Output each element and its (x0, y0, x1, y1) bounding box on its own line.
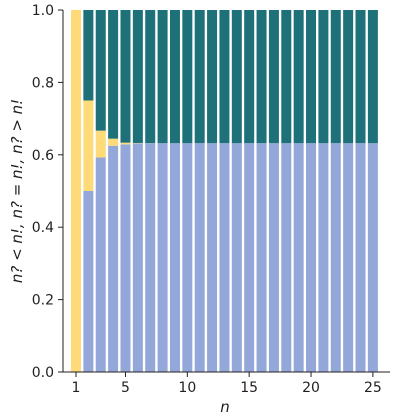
bar-less-n18 (281, 143, 292, 372)
bar-greater-n14 (231, 10, 242, 144)
bar-greater-n24 (355, 10, 366, 144)
x-tick-label: 25 (364, 380, 382, 396)
bar-equal-n2 (83, 100, 94, 191)
bar-greater-n22 (330, 10, 341, 144)
bar-greater-n25 (367, 10, 378, 144)
x-tick-label: 15 (240, 380, 258, 396)
bar-greater-n21 (318, 10, 329, 144)
bar-greater-n10 (182, 10, 193, 144)
bar-greater-n9 (169, 10, 180, 144)
bar-less-n15 (244, 143, 255, 372)
bar-greater-n17 (268, 10, 279, 144)
bar-less-n25 (367, 143, 378, 372)
y-axis-title: n? < n!, n? = n!, n? > n! (8, 99, 26, 283)
y-tick-label: 0.2 (32, 293, 54, 309)
x-tick-label: 5 (121, 380, 130, 396)
bar-less-n12 (207, 143, 218, 372)
bar-greater-n11 (194, 10, 205, 144)
bar-less-n17 (268, 143, 279, 372)
x-tick-label: 10 (178, 380, 196, 396)
bar-less-n6 (132, 143, 143, 372)
y-tick-label: 0.8 (32, 75, 54, 91)
bar-greater-n13 (219, 10, 230, 144)
y-tick-label: 0.4 (32, 220, 54, 236)
x-tick-label: 20 (302, 380, 320, 396)
bar-greater-n5 (120, 10, 131, 143)
bar-equal-n3 (95, 130, 106, 158)
bar-greater-n4 (108, 10, 119, 139)
bar-greater-n16 (256, 10, 267, 144)
bar-less-n16 (256, 143, 267, 372)
bar-greater-n8 (157, 10, 168, 144)
bar-less-n5 (120, 144, 131, 372)
bar-greater-n23 (343, 10, 354, 144)
y-tick-label: 0.6 (32, 148, 54, 164)
bar-less-n23 (343, 143, 354, 372)
bar-equal-n5 (120, 142, 131, 145)
bar-less-n10 (182, 143, 193, 372)
bar-greater-n12 (207, 10, 218, 144)
x-ticks-group: 1 5 10 15 20 25 (72, 372, 382, 396)
bar-less-n24 (355, 143, 366, 372)
x-tick-label: 1 (72, 380, 81, 396)
bar-greater-n19 (293, 10, 304, 144)
axes-group (62, 10, 390, 373)
y-tick-label: 1.0 (32, 3, 54, 19)
y-ticks-group: 0.0 0.2 0.4 0.6 0.8 1.0 (32, 3, 63, 381)
bar-greater-n3 (95, 10, 106, 131)
bar-less-n7 (145, 143, 156, 372)
bar-less-n11 (194, 143, 205, 372)
bar-less-n9 (169, 143, 180, 372)
bar-greater-n2 (83, 10, 94, 101)
bar-greater-n6 (132, 10, 143, 143)
bar-equal-n4 (108, 138, 119, 146)
bar-greater-n20 (306, 10, 317, 144)
bar-less-n3 (95, 157, 106, 372)
bar-equal-n1 (71, 10, 81, 372)
bar-greater-n15 (244, 10, 255, 144)
bar-less-n13 (219, 143, 230, 372)
bar-less-n21 (318, 143, 329, 372)
bar-less-n4 (108, 145, 119, 372)
bar-less-n14 (231, 143, 242, 372)
bar-less-n2 (83, 191, 94, 372)
bar-greater-n7 (145, 10, 156, 144)
bar-less-n19 (293, 143, 304, 372)
bars-group (71, 10, 378, 372)
y-tick-label: 0.0 (32, 365, 54, 381)
bar-less-n22 (330, 143, 341, 372)
bar-less-n20 (306, 143, 317, 372)
x-axis-title: n (220, 398, 230, 416)
bar-less-n8 (157, 143, 168, 372)
bar-greater-n18 (281, 10, 292, 144)
